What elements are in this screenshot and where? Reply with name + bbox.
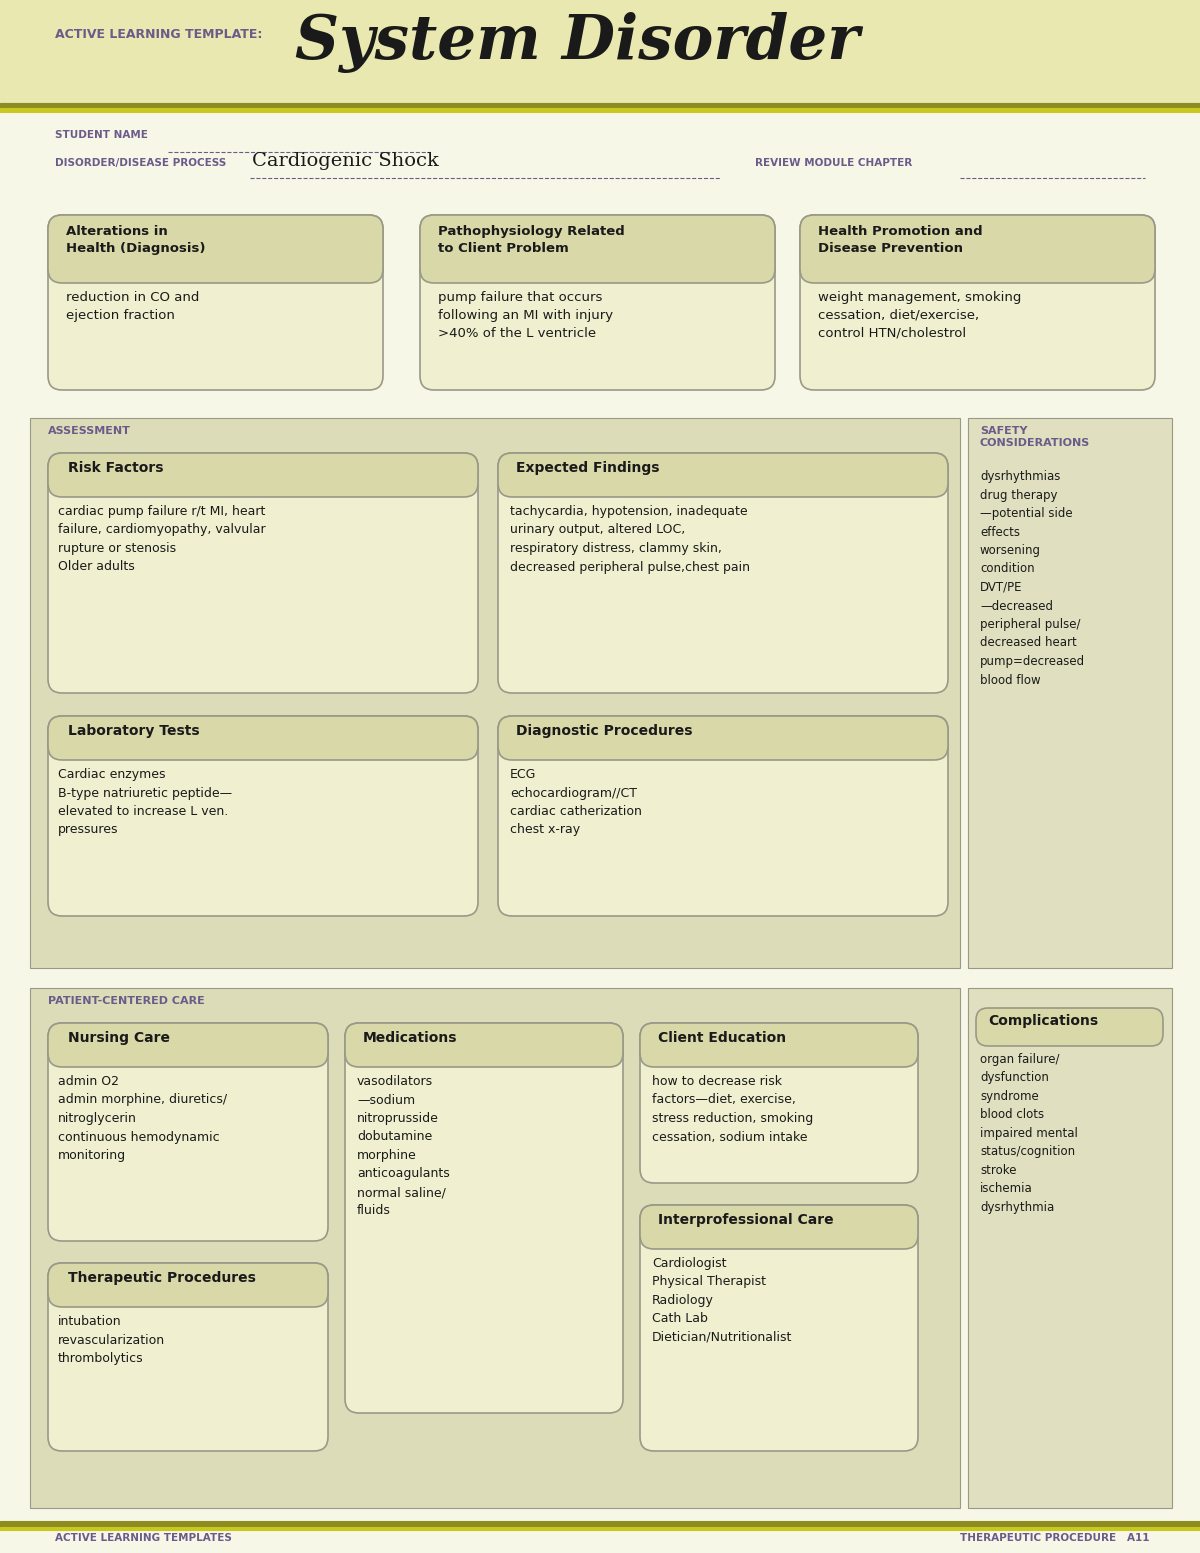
- Text: Nursing Care: Nursing Care: [68, 1031, 170, 1045]
- Text: reduction in CO and
ejection fraction: reduction in CO and ejection fraction: [66, 290, 199, 321]
- Text: THERAPEUTIC PROCEDURE   A11: THERAPEUTIC PROCEDURE A11: [960, 1533, 1150, 1544]
- FancyBboxPatch shape: [800, 214, 1154, 283]
- Text: Cardiac enzymes
B-type natriuretic peptide—
elevated to increase L ven.
pressure: Cardiac enzymes B-type natriuretic pepti…: [58, 769, 232, 837]
- Text: Therapeutic Procedures: Therapeutic Procedures: [68, 1270, 256, 1284]
- Bar: [30, 988, 960, 1508]
- FancyBboxPatch shape: [640, 1023, 918, 1067]
- FancyBboxPatch shape: [346, 1023, 623, 1067]
- Text: vasodilators
—sodium
nitroprusside
dobutamine
morphine
anticoagulants
normal sal: vasodilators —sodium nitroprusside dobut…: [358, 1075, 450, 1218]
- Text: Complications: Complications: [988, 1014, 1098, 1028]
- Bar: [968, 418, 1172, 968]
- Bar: [0, 102, 1200, 109]
- Text: cardiac pump failure r/t MI, heart
failure, cardiomyopathy, valvular
rupture or : cardiac pump failure r/t MI, heart failu…: [58, 505, 265, 573]
- FancyBboxPatch shape: [976, 1008, 1163, 1047]
- Text: admin O2
admin morphine, diuretics/
nitroglycerin
continuous hemodynamic
monitor: admin O2 admin morphine, diuretics/ nitr…: [58, 1075, 227, 1162]
- Bar: [968, 988, 1172, 1508]
- FancyBboxPatch shape: [498, 716, 948, 759]
- Bar: [0, 1520, 1200, 1527]
- FancyBboxPatch shape: [640, 1205, 918, 1249]
- FancyBboxPatch shape: [48, 214, 383, 283]
- Text: organ failure/
dysfunction
syndrome
blood clots
impaired mental
status/cognition: organ failure/ dysfunction syndrome bloo…: [980, 1053, 1078, 1214]
- Text: Alterations in
Health (Diagnosis): Alterations in Health (Diagnosis): [66, 225, 205, 255]
- Text: Cardiologist
Physical Therapist
Radiology
Cath Lab
Dietician/Nutritionalist: Cardiologist Physical Therapist Radiolog…: [652, 1256, 792, 1343]
- FancyBboxPatch shape: [48, 1263, 328, 1308]
- Text: intubation
revascularization
thrombolytics: intubation revascularization thrombolyti…: [58, 1315, 166, 1365]
- FancyBboxPatch shape: [48, 716, 478, 759]
- FancyBboxPatch shape: [48, 1263, 328, 1451]
- FancyBboxPatch shape: [48, 1023, 328, 1241]
- Bar: [30, 418, 960, 968]
- FancyBboxPatch shape: [420, 214, 775, 390]
- Text: weight management, smoking
cessation, diet/exercise,
control HTN/cholestrol: weight management, smoking cessation, di…: [818, 290, 1021, 340]
- Text: how to decrease risk
factors—diet, exercise,
stress reduction, smoking
cessation: how to decrease risk factors—diet, exerc…: [652, 1075, 814, 1143]
- Text: REVIEW MODULE CHAPTER: REVIEW MODULE CHAPTER: [755, 158, 912, 168]
- Text: tachycardia, hypotension, inadequate
urinary output, altered LOC,
respiratory di: tachycardia, hypotension, inadequate uri…: [510, 505, 750, 573]
- Text: ACTIVE LEARNING TEMPLATE:: ACTIVE LEARNING TEMPLATE:: [55, 28, 263, 40]
- FancyBboxPatch shape: [498, 453, 948, 693]
- FancyBboxPatch shape: [640, 1205, 918, 1451]
- Text: Interprofessional Care: Interprofessional Care: [658, 1213, 834, 1227]
- Text: Health Promotion and
Disease Prevention: Health Promotion and Disease Prevention: [818, 225, 983, 255]
- Text: SAFETY
CONSIDERATIONS: SAFETY CONSIDERATIONS: [980, 426, 1091, 449]
- Bar: [0, 0, 1200, 109]
- Text: System Disorder: System Disorder: [295, 12, 859, 73]
- FancyBboxPatch shape: [48, 1023, 328, 1067]
- Text: Pathophysiology Related
to Client Problem: Pathophysiology Related to Client Proble…: [438, 225, 625, 255]
- FancyBboxPatch shape: [498, 453, 948, 497]
- Text: Client Education: Client Education: [658, 1031, 786, 1045]
- FancyBboxPatch shape: [48, 716, 478, 916]
- Text: Diagnostic Procedures: Diagnostic Procedures: [516, 724, 692, 738]
- FancyBboxPatch shape: [420, 214, 775, 283]
- Text: DISORDER/DISEASE PROCESS: DISORDER/DISEASE PROCESS: [55, 158, 227, 168]
- FancyBboxPatch shape: [48, 453, 478, 693]
- Text: Medications: Medications: [364, 1031, 457, 1045]
- Text: dysrhythmias
drug therapy
—potential side
effects
worsening
condition
DVT/PE
—de: dysrhythmias drug therapy —potential sid…: [980, 471, 1085, 686]
- Bar: [0, 1527, 1200, 1530]
- Text: ECG
echocardiogram//CT
cardiac catherization
chest x-ray: ECG echocardiogram//CT cardiac catheriza…: [510, 769, 642, 837]
- Text: Risk Factors: Risk Factors: [68, 461, 163, 475]
- FancyBboxPatch shape: [48, 214, 383, 390]
- FancyBboxPatch shape: [346, 1023, 623, 1413]
- Text: Laboratory Tests: Laboratory Tests: [68, 724, 199, 738]
- FancyBboxPatch shape: [800, 214, 1154, 390]
- Text: Cardiogenic Shock: Cardiogenic Shock: [252, 152, 439, 169]
- Text: PATIENT-CENTERED CARE: PATIENT-CENTERED CARE: [48, 995, 205, 1006]
- FancyBboxPatch shape: [640, 1023, 918, 1183]
- Bar: [0, 109, 1200, 112]
- Text: Expected Findings: Expected Findings: [516, 461, 660, 475]
- Text: ASSESSMENT: ASSESSMENT: [48, 426, 131, 436]
- Text: STUDENT NAME: STUDENT NAME: [55, 130, 148, 140]
- FancyBboxPatch shape: [498, 716, 948, 916]
- Text: pump failure that occurs
following an MI with injury
>40% of the L ventricle: pump failure that occurs following an MI…: [438, 290, 613, 340]
- Text: ACTIVE LEARNING TEMPLATES: ACTIVE LEARNING TEMPLATES: [55, 1533, 232, 1544]
- FancyBboxPatch shape: [48, 453, 478, 497]
